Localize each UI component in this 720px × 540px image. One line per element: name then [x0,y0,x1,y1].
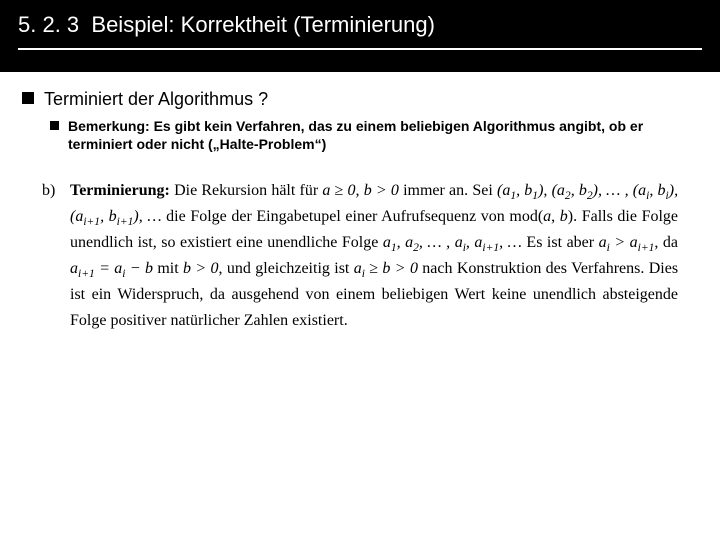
math-rel2: ai+1 = ai − b [70,260,153,277]
slide-header: 5. 2. 3 Beispiel: Korrektheit (Terminier… [0,0,720,72]
content-area: Terminiert der Algorithmus ? Bemerkung: … [0,72,720,334]
bullet1-text: Terminiert der Algorithmus ? [44,88,268,111]
math-rel3: b > 0 [183,260,219,277]
slide-title: Beispiel: Korrektheit (Terminierung) [91,12,435,37]
proof-paragraph: b) Terminierung: Die Rekursion hält für … [42,178,678,333]
proof-text: die Folge der Eingabetupel einer Aufrufs… [162,208,510,225]
bullet-level1: Terminiert der Algorithmus ? [22,88,698,111]
bullet-level2: Bemerkung: Es gibt kein Verfahren, das z… [50,117,698,155]
math-cond1: a ≥ 0, b > 0 [322,182,399,199]
math-rel4: ai ≥ b > 0 [354,260,418,277]
square-bullet-icon [22,92,34,104]
math-seq2: a1, a2, … , ai, ai+1, … [383,234,522,251]
math-rel1: ai > ai+1 [599,234,655,251]
proof-label: b) [42,178,55,204]
proof-text: , da [654,234,678,251]
proof-text: immer an. Sei [399,182,497,199]
proof-text: Die Rekursion hält für [174,182,322,199]
header-underline [18,48,702,50]
proof-heading: Terminierung: [70,182,170,199]
proof-text: Es ist aber [522,234,599,251]
section-number: 5. 2. 3 [18,12,79,37]
proof-text: mit [153,260,183,277]
math-func: mod(a, b) [509,208,573,225]
bullet2-text: Bemerkung: Es gibt kein Verfahren, das z… [68,117,698,155]
square-bullet-icon [50,121,59,130]
proof-text: , und gleichzeitig ist [219,260,354,277]
